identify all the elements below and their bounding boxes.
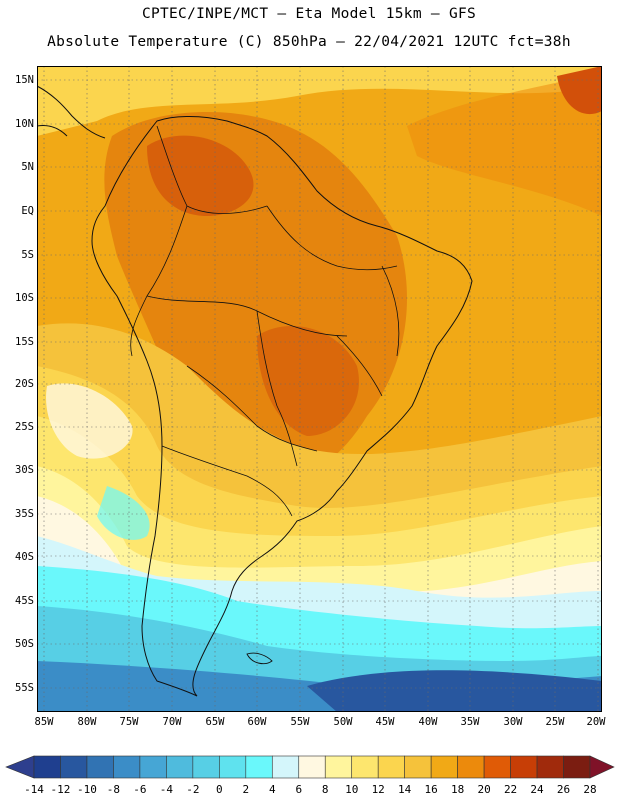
- lat-label-55s: 55S: [15, 682, 34, 694]
- colorbar-swatch: [483, 755, 511, 779]
- colorbar-swatch: [60, 755, 88, 779]
- colorbar-swatch: [377, 755, 405, 779]
- map-title: CPTEC/INPE/MCT – Eta Model 15km – GFS: [141, 6, 477, 22]
- field-band-deepblue: [307, 670, 602, 712]
- lat-label-30s: 30S: [15, 464, 34, 476]
- coastline-central-america: [37, 85, 106, 139]
- lon-label-70w: 70W: [162, 716, 182, 728]
- colorbar-tick-label: 10: [345, 783, 359, 796]
- field-central-veryhot: [257, 326, 359, 436]
- lat-label-35s: 35S: [15, 508, 34, 520]
- color-scale-bar: [5, 755, 615, 779]
- colorbar-tick-label: 20: [477, 783, 491, 796]
- lon-label-20w: 20W: [586, 716, 606, 728]
- colorbar-tick-label: -6: [133, 783, 147, 796]
- colorbar-swatch: [430, 755, 458, 779]
- temperature-map: [37, 66, 602, 712]
- colorbar-swatch: [113, 755, 141, 779]
- colorbar-tick-label: -8: [106, 783, 121, 796]
- lon-label-55w: 55W: [290, 716, 310, 728]
- colorbar-tick-label: 8: [321, 783, 329, 796]
- lon-label-45w: 45W: [375, 716, 395, 728]
- colorbar-tick-label: -14: [24, 783, 44, 796]
- lat-label-10n: 10N: [15, 118, 34, 130]
- lon-label-35w: 35W: [460, 716, 480, 728]
- lat-label-5n: 5N: [21, 161, 34, 173]
- colorbar-tick-label: 0: [216, 783, 223, 796]
- lon-label-60w: 60W: [247, 716, 267, 728]
- colorbar-swatch: [536, 755, 564, 779]
- colorbar-tick-label: 2: [242, 783, 250, 796]
- lat-label-50s: 50S: [15, 638, 34, 650]
- colorbar-tick-label: 18: [450, 783, 465, 796]
- colorbar-tick-label: 6: [295, 783, 303, 796]
- colorbar-tick-label: -2: [186, 783, 200, 796]
- colorbar-swatch: [245, 755, 273, 779]
- colorbar-swatch: [510, 755, 538, 779]
- map-subtitle: Absolute Temperature (C) 850hPa – 22/04/…: [47, 34, 571, 50]
- field-atlantic-veryhot: [557, 66, 602, 115]
- colorbar-swatch: [33, 755, 61, 779]
- colorbar-swatch: [166, 755, 194, 779]
- colorbar-swatch: [139, 755, 167, 779]
- field-pacific-cool: [46, 383, 133, 459]
- lon-label-65w: 65W: [205, 716, 225, 728]
- lat-label-15s: 15S: [15, 336, 34, 348]
- colorbar-swatch: [298, 755, 326, 779]
- colorbar-tick-label: 24: [530, 783, 544, 796]
- colorbar-swatch: [563, 755, 591, 779]
- lat-label-40s: 40S: [15, 551, 34, 563]
- colorbar-swatch: [457, 755, 485, 779]
- colorbar-tick-label: 22: [503, 783, 518, 796]
- colorbar-tick-label: 26: [556, 783, 571, 796]
- colorbar-swatch: [86, 755, 114, 779]
- colorbar-swatch: [351, 755, 379, 779]
- colorbar-tick-label: 12: [371, 783, 385, 796]
- lat-label-15n: 15N: [15, 74, 34, 86]
- lon-label-80w: 80W: [77, 716, 97, 728]
- field-atlantic-hot-north: [407, 71, 602, 216]
- field-continent-veryhot: [147, 135, 254, 216]
- colorbar-tick-label: -10: [77, 783, 97, 796]
- colorbar-tick-label: 14: [398, 783, 412, 796]
- colorbar-tick-label: -4: [159, 783, 173, 796]
- country-borders: [130, 125, 400, 517]
- colorbar-end-low: [5, 755, 35, 779]
- lon-label-50w: 50W: [333, 716, 353, 728]
- lon-label-85w: 85W: [34, 716, 54, 728]
- coastline-south-america: [91, 115, 473, 697]
- field-southmid-cyan: [97, 486, 150, 540]
- colorbar-end-high: [589, 755, 615, 779]
- colorbar-swatch: [324, 755, 353, 779]
- lon-label-75w: 75W: [119, 716, 139, 728]
- colorbar-tick-label: 28: [583, 783, 597, 796]
- lat-label-45s: 45S: [15, 595, 34, 607]
- lat-label-5s: 5S: [21, 249, 34, 261]
- lon-label-25w: 25W: [545, 716, 565, 728]
- lon-label-30w: 30W: [503, 716, 523, 728]
- colorbar-tick-label: 4: [268, 783, 276, 796]
- lat-label-20s: 20S: [15, 378, 34, 390]
- colorbar-tick-label: 16: [424, 783, 438, 796]
- lon-label-40w: 40W: [418, 716, 438, 728]
- coastline-falklands: [246, 652, 273, 665]
- lat-label-eq: EQ: [21, 205, 34, 217]
- lat-label-25s: 25S: [15, 421, 34, 433]
- colorbar-swatch: [219, 755, 247, 779]
- colorbar-swatch: [404, 755, 432, 779]
- field-caribbean-light: [37, 66, 602, 136]
- colorbar-swatch: [271, 755, 300, 779]
- lat-label-10s: 10S: [15, 292, 34, 304]
- colorbar-tick-label: -12: [50, 783, 71, 796]
- colorbar-swatch: [192, 755, 220, 779]
